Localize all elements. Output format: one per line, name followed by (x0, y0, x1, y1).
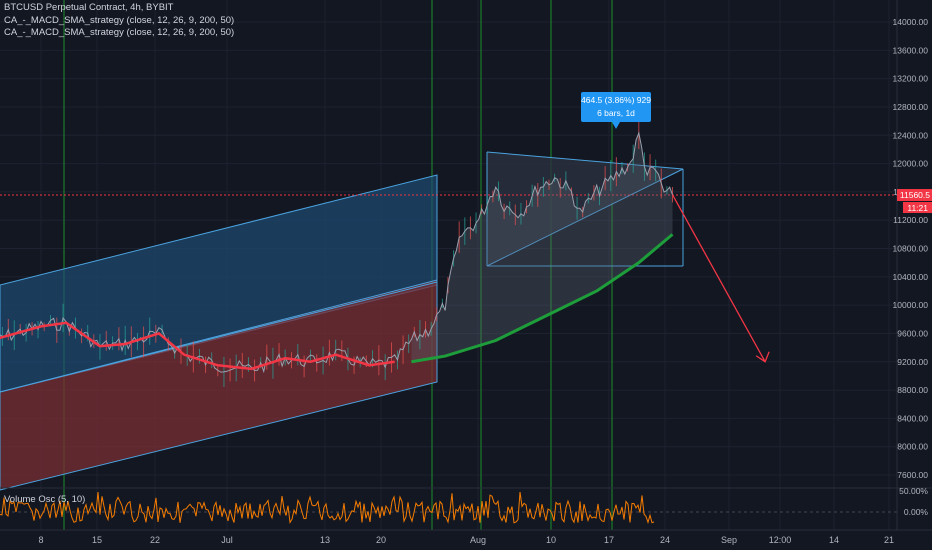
current-price-label: 11560.5 (900, 190, 930, 200)
volume-tick-label: 0.00% (904, 507, 929, 517)
price-tick-label: 11200.00 (893, 215, 928, 225)
price-sma-fill (411, 133, 673, 362)
time-tick-label: Aug (470, 535, 486, 545)
time-tick-label: Sep (721, 535, 737, 545)
price-tick-label: 10000.00 (893, 300, 929, 310)
chart-legend: BTCUSD Perpetual Contract, 4h, BYBIT CA_… (4, 2, 234, 40)
sma-200-line (411, 233, 674, 364)
channel-midline (0, 281, 438, 393)
projection-line[interactable] (671, 194, 766, 363)
channel-red[interactable] (0, 279, 438, 491)
price-tick-label: 14000.00 (893, 17, 929, 27)
volume-oscillator-series (0, 491, 655, 524)
time-tick-label: Jul (221, 535, 233, 545)
price-tick-label: 12800.00 (893, 102, 929, 112)
countdown-badge (903, 202, 932, 213)
time-tick-label: 22 (150, 535, 160, 545)
sma-area (411, 133, 673, 362)
price-tick-label: 12000.00 (893, 159, 929, 169)
time-tick-label: 13 (320, 535, 330, 545)
current-price-badge (897, 189, 932, 201)
time-tick-label: 15 (92, 535, 102, 545)
measure-bars-text: 6 bars, 1d (597, 108, 635, 118)
time-axis[interactable]: 8 15 22 Jul 13 20 Aug 10 17 24 Sep 12:00 14 21 (38, 535, 894, 545)
indicator-legend-1[interactable]: CA_-_MACD_SMA_strategy (close, 12, 26, 9… (4, 14, 235, 26)
time-tick-label: 17 (604, 535, 614, 545)
price-axis[interactable]: 14000.00 13600.00 13200.00 12800.00 12400.00… (893, 17, 929, 517)
price-tick-label: 10800.00 (893, 244, 929, 254)
price-series (0, 117, 673, 387)
price-tick-label: 13200.00 (893, 74, 929, 84)
price-tick-label: 13600.00 (893, 45, 929, 55)
symbol-title[interactable]: BTCUSD Perpetual Contract, 4h, BYBIT (4, 2, 174, 13)
time-tick-label: 12:00 (769, 535, 792, 545)
time-tick-label: 14 (829, 535, 839, 545)
time-tick-label: 8 (38, 535, 43, 545)
price-tick-label: 8800.00 (897, 385, 928, 395)
time-tick-label: 21 (884, 535, 894, 545)
price-line (0, 131, 673, 374)
sma-200-path (411, 233, 674, 364)
price-tick-label: 8400.00 (897, 413, 928, 423)
projection-arrowhead (755, 351, 770, 363)
measure-pointer (612, 122, 620, 129)
price-tick-label: 8000.00 (897, 442, 928, 452)
red-ma-line (0, 321, 395, 371)
time-tick-label: 10 (546, 535, 556, 545)
volume-osc-line (0, 491, 655, 524)
price-tick-label: 10400.00 (893, 272, 929, 282)
measure-tooltip[interactable]: 464.5 (3.86%) 929 6 bars, 1d (581, 92, 651, 122)
price-tick-label: 9600.00 (897, 328, 928, 338)
price-tick-label: 12400.00 (893, 130, 929, 140)
time-tick-label: 24 (660, 535, 670, 545)
price-tick-label: 9200.00 (897, 357, 928, 367)
triangle-bottom-line[interactable] (486, 168, 684, 267)
price-tick-label: 7600.00 (897, 470, 928, 480)
projection-arrow[interactable] (671, 194, 770, 363)
volume-tick-label: 50.00% (899, 486, 928, 496)
triangle-fill (487, 152, 683, 266)
time-tick-label: 20 (376, 535, 386, 545)
volume-osc-label[interactable]: Volume Osc (5, 10) (4, 494, 86, 505)
countdown-label: 11:21 (907, 203, 928, 213)
measure-change-text: 464.5 (3.86%) 929 (581, 95, 651, 105)
indicator-legend-2[interactable]: CA_-_MACD_SMA_strategy (close, 12, 26, 9… (4, 27, 235, 38)
